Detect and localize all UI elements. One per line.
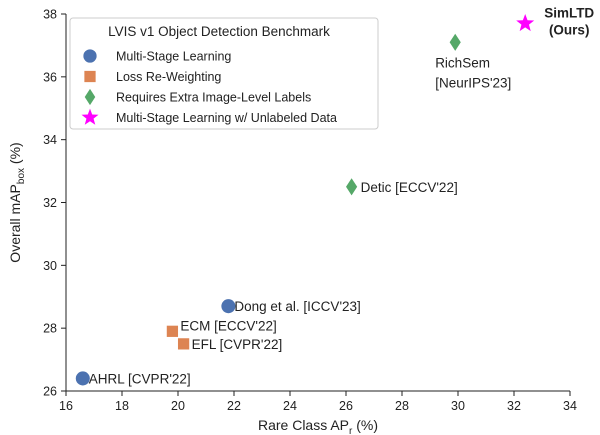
y-tick-label: 28	[43, 322, 57, 336]
x-axis-title-main: Rare Class AP	[258, 417, 349, 433]
point-label-line: RichSem	[435, 55, 490, 70]
point-label-line: (Ours)	[549, 22, 590, 37]
legend-square-icon	[84, 70, 96, 83]
x-axis-title-subscript: r	[349, 426, 353, 435]
legend-item-label: Multi-Stage Learning w/ Unlabeled Data	[116, 111, 337, 125]
legend-item: Multi-Stage Learning w/ Unlabeled Data	[81, 108, 337, 125]
x-tick-label: 18	[115, 399, 129, 413]
point-label: Dong et al. [ICCV'23]	[234, 299, 360, 314]
legend-circle-icon	[83, 49, 97, 63]
circle-point	[221, 299, 236, 314]
x-axis-ticks: 16 18 20 22 24 26 28 30 32 34	[59, 391, 577, 413]
point-label: SimLTD (Ours)	[544, 5, 594, 37]
point-label-line: [NeurIPS'23]	[435, 75, 511, 90]
legend-title: LVIS v1 Object Detection Benchmark	[108, 24, 330, 39]
point-labels: AHRL [CVPR'22] Dong et al. [ICCV'23] ECM […	[89, 5, 595, 386]
point-label: ECM [ECCV'22]	[180, 318, 276, 333]
y-tick-label: 36	[43, 70, 57, 84]
legend-item: Multi-Stage Learning	[83, 49, 231, 64]
x-tick-label: 24	[283, 399, 297, 413]
point-label: EFL [CVPR'22]	[192, 337, 283, 352]
legend-item-label: Loss Re-Weighting	[116, 70, 221, 84]
y-axis-title-unit: (%)	[7, 142, 23, 168]
legend: LVIS v1 Object Detection Benchmark Multi…	[69, 17, 379, 130]
point-label: RichSem [NeurIPS'23]	[435, 55, 511, 90]
x-tick-label: 30	[451, 399, 465, 413]
circle-point	[75, 371, 90, 386]
y-tick-label: 30	[43, 259, 57, 273]
point-label: Detic [ECCV'22]	[361, 180, 458, 195]
y-tick-label: 26	[43, 385, 57, 399]
x-tick-label: 34	[563, 399, 577, 413]
square-point	[166, 325, 179, 337]
x-axis-title-unit: (%)	[352, 417, 378, 433]
x-axis-title: Rare Class APr (%)	[258, 417, 378, 435]
x-tick-label: 26	[339, 399, 353, 413]
x-tick-label: 16	[59, 399, 73, 413]
x-tick-label: 22	[227, 399, 241, 413]
legend-diamond-icon	[84, 88, 96, 106]
legend-item: Loss Re-Weighting	[84, 70, 221, 84]
diamond-point	[346, 178, 358, 196]
point-label-line: SimLTD	[544, 5, 594, 20]
point-label: AHRL [CVPR'22]	[89, 371, 191, 386]
y-axis-ticks: 26 28 30 32 34 36 38	[43, 8, 66, 399]
data-points	[75, 13, 535, 386]
y-axis-title-main: Overall mAP	[7, 184, 23, 263]
y-axis-title: Overall mAPbox (%)	[7, 142, 27, 262]
x-tick-label: 32	[507, 399, 521, 413]
legend-star-icon	[81, 108, 99, 125]
diamond-point	[449, 33, 461, 51]
star-point	[516, 13, 535, 32]
y-tick-label: 32	[43, 196, 57, 210]
y-tick-label: 38	[43, 8, 57, 22]
legend-item-label: Multi-Stage Learning	[116, 50, 231, 64]
legend-items: Multi-Stage Learning Loss Re-Weighting Req…	[81, 49, 337, 125]
legend-box	[69, 17, 379, 130]
square-point	[177, 338, 190, 350]
x-tick-label: 28	[395, 399, 409, 413]
legend-item-label: Requires Extra Image-Level Labels	[116, 91, 311, 105]
y-tick-label: 34	[43, 133, 57, 147]
legend-item: Requires Extra Image-Level Labels	[84, 88, 311, 106]
y-axis-title-subscript: box	[16, 168, 27, 184]
x-tick-label: 20	[171, 399, 185, 413]
